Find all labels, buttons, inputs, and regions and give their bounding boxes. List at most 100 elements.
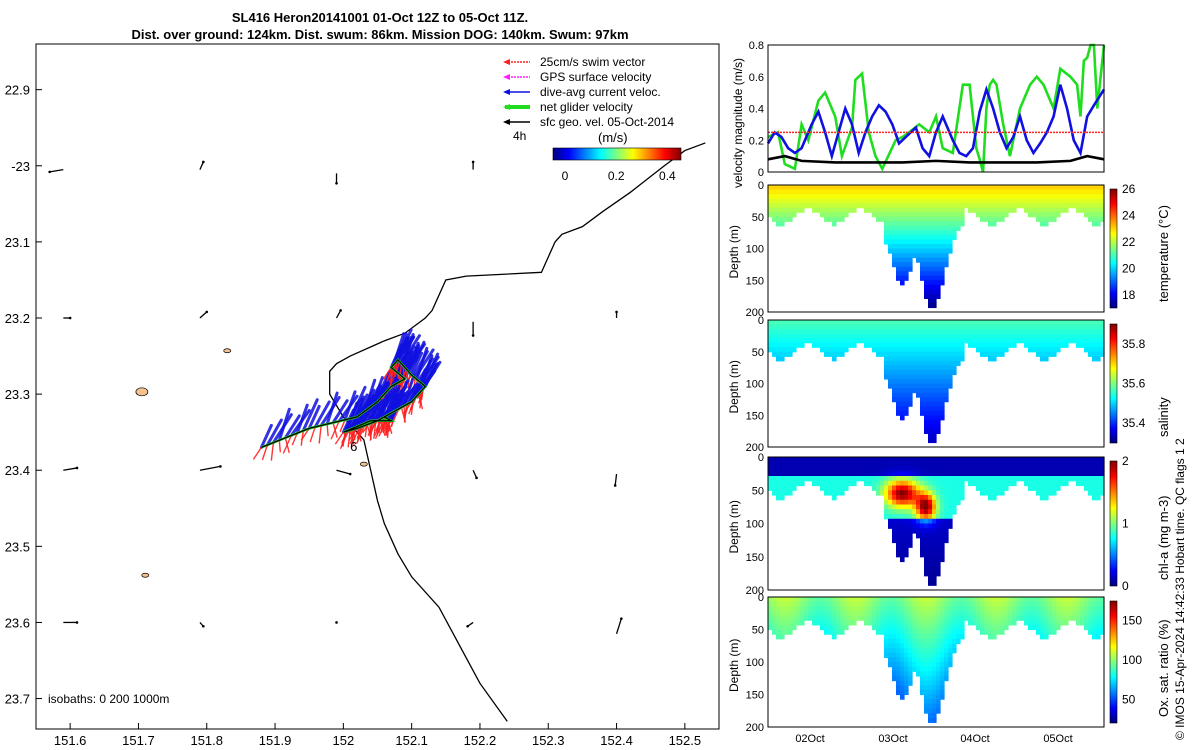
heatmap-cell: [1036, 342, 1041, 348]
heatmap-cell: [892, 662, 897, 668]
heatmap-cell: [856, 466, 861, 472]
heatmap-cell: [1072, 601, 1077, 607]
heatmap-cell: [928, 509, 933, 515]
heatmap-cell: [880, 471, 885, 477]
heatmap-cell: [864, 461, 869, 468]
heatmap-cell: [924, 561, 929, 567]
heatmap-cell: [904, 410, 909, 416]
heatmap-cell: [788, 597, 793, 603]
heatmap-cell: [900, 338, 905, 344]
heatmap-cell: [1088, 615, 1093, 621]
legend-label: dive-avg current veloc.: [540, 85, 661, 99]
heatmap-cell: [1056, 203, 1061, 209]
heatmap-cell: [768, 198, 773, 204]
heatmap-cell: [936, 680, 941, 686]
heatmap-cell: [944, 212, 949, 218]
velocity-series-line: [767, 154, 1105, 164]
heatmap-cell: [988, 207, 993, 213]
heatmap-cell: [936, 504, 941, 510]
heatmap-cell: [920, 537, 925, 544]
heatmap-cell: [1040, 471, 1045, 477]
heatmap-cell: [784, 490, 789, 496]
heatmap-cell: [928, 490, 933, 496]
heatmap-cell: [936, 216, 941, 222]
heatmap-cell: [924, 461, 929, 468]
heatmap-cell: [1012, 207, 1017, 213]
heatmap-cell: [1040, 342, 1045, 348]
heatmap-cell: [864, 606, 869, 612]
heatmap-cell: [988, 601, 993, 607]
heatmap-cell: [772, 480, 777, 487]
heatmap-cell: [1060, 620, 1065, 626]
heatmap-cell: [824, 342, 829, 348]
heatmap-cell: [840, 597, 845, 603]
heatmap-cell: [908, 634, 913, 640]
heatmap-cell: [916, 369, 921, 376]
heatmap-cell: [904, 351, 909, 357]
heatmap-cell: [928, 243, 933, 250]
heatmap-cell: [936, 392, 941, 398]
heatmap-cell: [912, 189, 917, 195]
heatmap-cell: [840, 203, 845, 209]
heatmap-cell: [840, 606, 845, 612]
heatmap-cell: [984, 189, 989, 195]
geo-vector-head: [471, 334, 475, 337]
heatmap-cell: [780, 461, 785, 468]
heatmap-cell: [984, 351, 989, 357]
heatmap-cell: [908, 266, 913, 272]
heatmap-cell: [808, 597, 813, 603]
heatmap-cell: [904, 620, 909, 626]
heatmap-cell: [1076, 620, 1081, 626]
heatmap-cell: [888, 356, 893, 362]
heatmap-cell: [848, 207, 853, 213]
heatmap-cell: [1052, 480, 1057, 487]
heatmap-cell: [932, 397, 937, 403]
heatmap-cell: [920, 610, 925, 617]
heatmap-cell: [912, 329, 917, 335]
heatmap-cell: [916, 360, 921, 366]
heatmap-cell: [936, 198, 941, 204]
heatmap-cell: [996, 333, 1001, 339]
heatmap-cell: [908, 257, 913, 263]
heatmap-cell: [796, 207, 801, 213]
heatmap-cell: [832, 342, 837, 348]
heatmap-cell: [932, 392, 937, 398]
heatmap-cell: [832, 490, 837, 496]
heatmap-cell: [992, 471, 997, 477]
heatmap-cell: [916, 606, 921, 612]
heatmap-cell: [924, 415, 929, 421]
heatmap-cell: [1056, 207, 1061, 213]
heatmap-cell: [896, 601, 901, 607]
heatmap-cell: [900, 410, 905, 416]
heatmap-cell: [828, 338, 833, 344]
heatmap-cell: [956, 221, 961, 227]
swim-vector: [373, 420, 377, 439]
heatmap-colorbar-tick: 150: [1122, 614, 1142, 628]
heatmap-cell: [936, 629, 941, 635]
heatmap-cell: [920, 652, 925, 658]
heatmap-cell: [904, 490, 909, 496]
heatmap-cell: [912, 638, 917, 645]
heatmap-cell: [1012, 342, 1017, 348]
heatmap-cell: [932, 253, 937, 259]
heatmap-cell: [896, 230, 901, 236]
heatmap-cell: [920, 234, 925, 241]
heatmap-cell: [816, 329, 821, 335]
legend-arrowhead: [503, 59, 510, 65]
heatmap-cell: [1048, 624, 1053, 631]
heatmap-cell: [900, 620, 905, 626]
geo-vector-arrow: [335, 310, 342, 319]
heatmap-cell: [920, 597, 925, 603]
heatmap-cell: [1040, 601, 1045, 607]
heatmap-cell: [840, 629, 845, 635]
heatmap-cell: [992, 610, 997, 617]
heatmap-cell: [896, 542, 901, 548]
heatmap-cell: [928, 685, 933, 691]
heatmap-cell: [936, 689, 941, 696]
heatmap-cell: [848, 342, 853, 348]
heatmap-cell: [912, 495, 917, 501]
heatmap-cell: [904, 597, 909, 603]
heatmap-cell: [1076, 194, 1081, 200]
heatmap-cell: [844, 601, 849, 607]
heatmap-cell: [968, 203, 973, 209]
